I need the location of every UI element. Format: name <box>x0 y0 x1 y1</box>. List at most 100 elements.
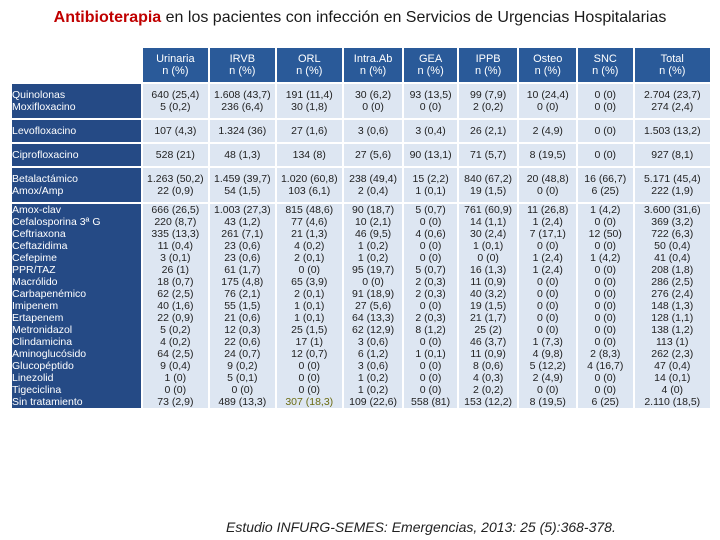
cell-value: 0 (0) <box>594 240 617 252</box>
cell-value: 335 (13,3) <box>151 228 200 240</box>
cell-value: 62 (2,5) <box>157 288 194 300</box>
cell-value: 175 (4,8) <box>221 276 264 288</box>
cell-value: 0 (0) <box>362 276 384 288</box>
cell-value: 25 (2) <box>474 324 502 336</box>
table-cell: 528 (21) <box>142 144 208 166</box>
cell-value: 1 (2,4) <box>532 216 563 228</box>
cell-value: 0 (0) <box>419 372 442 384</box>
cell-value: 4 (0,6) <box>415 228 446 240</box>
cell-value: 8 (1,2) <box>415 324 446 336</box>
cell-value: 840 (67,2) <box>464 173 513 185</box>
cell-value: 24 (0,7) <box>224 348 261 360</box>
table-cell: 1.503 (13,2) <box>634 120 710 142</box>
cell-value: 8 (0,6) <box>472 360 504 372</box>
cell-value: 0 (0) <box>594 300 617 312</box>
antibiotic-table: Urinaria n (%) IRVB n (%) ORL n (%) Intra.Ab n … <box>10 46 712 410</box>
row-label-line: Ceftriaxona <box>12 228 66 240</box>
column-header: IPPB n (%) <box>458 48 518 82</box>
cell-value: 1.020 (60,8) <box>280 173 338 185</box>
cell-value: 61 (1,7) <box>224 264 261 276</box>
cell-value: 1.263 (50,2) <box>147 173 204 185</box>
cell-value: 0 (0) <box>536 185 559 197</box>
table-cell: 11 (26,8) 1 (2,4) 7 (17,1) 0 (0) 1 (2,4) 1 (2… <box>519 204 577 408</box>
cell-value: 12 (0,3) <box>224 324 261 336</box>
table-cell: 2 (4,9) <box>519 120 577 142</box>
cell-value: 77 (4,6) <box>291 216 328 228</box>
row-label-line: Glucopéptido <box>12 360 74 372</box>
cell-value: 5 (0,1) <box>227 372 258 384</box>
cell-value: 15 (2,2) <box>412 173 449 185</box>
column-header: SNC n (%) <box>578 48 633 82</box>
cell-value: 666 (26,5) <box>151 204 200 216</box>
cell-value: 41 (0,4) <box>654 252 691 264</box>
column-header-unit: n (%) <box>359 65 387 77</box>
cell-value: 103 (6,1) <box>288 185 331 197</box>
table-cell: 0 (0) <box>578 144 633 166</box>
table-cell: 16 (66,7) 6 (25) <box>578 168 633 202</box>
cell-value: 0 (0) <box>594 324 617 336</box>
column-header-unit: n (%) <box>162 65 189 77</box>
cell-value: 2 (4,9) <box>532 372 563 384</box>
cell-value: 113 (1) <box>656 336 689 348</box>
table-cell: 666 (26,5) 220 (8,7) 335 (13,3) 11 (0,4) 3 (… <box>142 204 208 408</box>
cell-value: 5.171 (45,4) <box>643 173 701 185</box>
cell-value: 0 (0) <box>298 360 321 372</box>
cell-value: 0 (0) <box>164 384 187 396</box>
cell-value: 19 (1,5) <box>470 300 507 312</box>
table-cell: 815 (48,6) 77 (4,6) 21 (1,3) 4 (0,2) 2 (0,1)… <box>276 204 342 408</box>
cell-value: 1 (2,4) <box>532 252 563 264</box>
row-label-line: Macrólido <box>12 276 58 288</box>
cell-value: 11 (26,8) <box>527 204 569 216</box>
table-cell: 1.608 (43,7) 236 (6,4) <box>209 84 275 118</box>
title-rest: en los pacientes con infección en Servic… <box>161 9 667 26</box>
table-cell: 134 (8) <box>276 144 342 166</box>
cell-value: 222 (1,9) <box>651 185 694 197</box>
row-betalactamico: Betalactámico Amox/Amp 1.263 (50,2) 22 (0,9… <box>12 168 710 202</box>
cell-value: 286 (2,5) <box>651 276 694 288</box>
cell-value: 6 (25) <box>591 396 619 408</box>
cell-value: 1 (4,2) <box>590 252 621 264</box>
table-cell: 1.324 (36) <box>209 120 275 142</box>
cell-value: 4 (0,3) <box>472 372 504 384</box>
column-header-name: Osteo <box>533 53 563 65</box>
column-header-name: ORL <box>297 53 321 65</box>
table-cell: 0 (0) <box>578 120 633 142</box>
page-title: Antibioterapia en los pacientes con infe… <box>0 8 720 27</box>
cell-value: 47 (0,4) <box>654 360 691 372</box>
table-cell: 71 (5,7) <box>458 144 518 166</box>
cell-value: 0 (0) <box>419 101 442 113</box>
column-header: GEA n (%) <box>404 48 457 82</box>
cell-value: 220 (8,7) <box>154 216 197 228</box>
cell-value: 3 (0,6) <box>357 360 389 372</box>
cell-value: 73 (2,9) <box>157 396 194 408</box>
cell-value: 1 (7,3) <box>532 336 563 348</box>
cell-value: 12 (0,7) <box>291 348 328 360</box>
cell-value: 1.459 (39,7) <box>213 173 271 185</box>
column-header-unit: n (%) <box>229 65 256 77</box>
cell-value: 0 (0) <box>477 252 499 264</box>
row-ciprofloxacino: Ciprofloxacino 528 (21) 48 (1,3) 134 (8) 27 … <box>12 144 710 166</box>
cell-value: 0 (0) <box>419 336 442 348</box>
cell-value: 208 (1,8) <box>651 264 694 276</box>
column-header-name: IPPB <box>475 53 501 65</box>
cell-value: 2.704 (23,7) <box>643 89 701 101</box>
table-cell: 640 (25,4) 5 (0,2) <box>142 84 208 118</box>
cell-value: 3.600 (31,6) <box>643 204 701 216</box>
cell-value: 4 (0) <box>661 384 684 396</box>
cell-value: 64 (2,5) <box>157 348 194 360</box>
table-cell: 761 (60,9) 14 (1,1) 30 (2,4) 1 (0,1) 0 (0) 16… <box>458 204 518 408</box>
cell-value: 4 (0,2) <box>160 336 191 348</box>
cell-value: 3 (0,6) <box>357 336 389 348</box>
cell-value: 55 (1,5) <box>224 300 261 312</box>
cell-value: 0 (0) <box>419 360 442 372</box>
cell-value: 1.608 (43,7) <box>213 89 271 101</box>
cell-value: 0 (0) <box>594 216 617 228</box>
column-header-unit: n (%) <box>474 65 502 77</box>
row-levofloxacino: Levofloxacino 107 (4,3) 1.324 (36) 27 (1,6)… <box>12 120 710 142</box>
table-cell: 8 (19,5) <box>519 144 577 166</box>
cell-value: 23 (0,6) <box>224 240 261 252</box>
table-cell: 1.003 (27,3) 43 (1,2) 261 (7,1) 23 (0,6) 23 … <box>209 204 275 408</box>
table-cell: 1.459 (39,7) 54 (1,5) <box>209 168 275 202</box>
cell-value: 10 (24,4) <box>526 89 569 101</box>
table-cell: 0 (0) 0 (0) <box>578 84 633 118</box>
